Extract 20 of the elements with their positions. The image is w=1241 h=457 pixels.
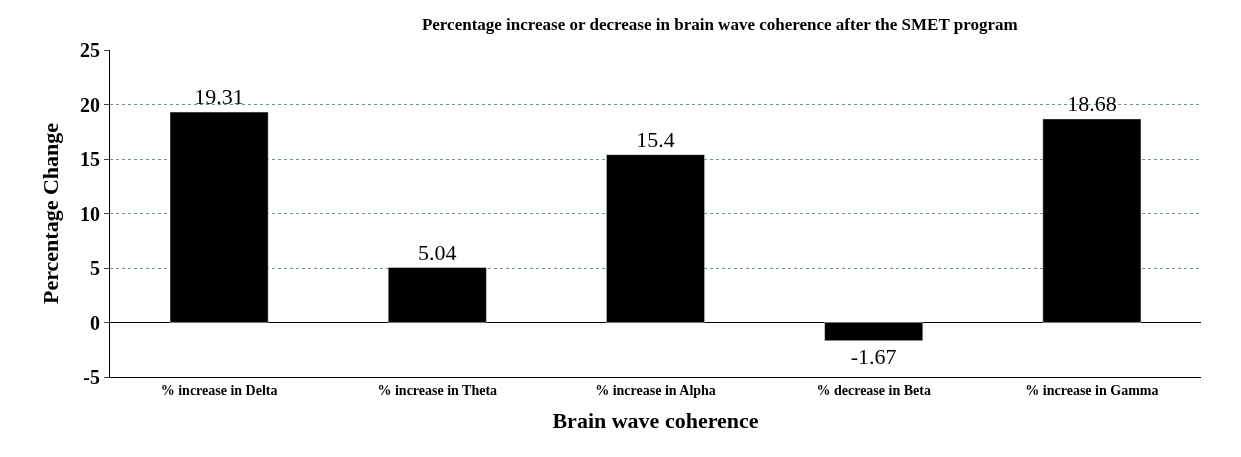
x-axis-title: Brain wave coherence bbox=[552, 407, 759, 433]
y-tick-label: 0 bbox=[90, 311, 100, 334]
y-tick-label: -5 bbox=[83, 366, 100, 388]
x-tick-label: % increase in Theta bbox=[377, 382, 498, 398]
y-tick-label: 15 bbox=[80, 148, 100, 170]
data-label: -1.67 bbox=[850, 343, 897, 369]
data-label: 5.04 bbox=[418, 239, 457, 265]
y-tick-label: 20 bbox=[80, 93, 100, 116]
data-label: 18.68 bbox=[1067, 90, 1117, 116]
y-axis-title: Percentage Change bbox=[37, 122, 63, 305]
y-tick-label: 25 bbox=[80, 39, 100, 61]
data-label: 15.4 bbox=[636, 126, 675, 152]
chart-title: Percentage increase or decrease in brain wave coherence after the SMET program bbox=[421, 15, 1018, 35]
y-tick-label: 10 bbox=[80, 202, 100, 225]
x-tick-label: % increase in Delta bbox=[160, 382, 278, 398]
x-tick-label: % decrease in Beta bbox=[816, 382, 931, 398]
data-label: 19.31 bbox=[194, 84, 244, 110]
y-tick-label: 5 bbox=[90, 257, 100, 279]
x-tick-label: % increase in Alpha bbox=[595, 382, 716, 398]
x-tick-label: % increase in Gamma bbox=[1025, 382, 1159, 398]
